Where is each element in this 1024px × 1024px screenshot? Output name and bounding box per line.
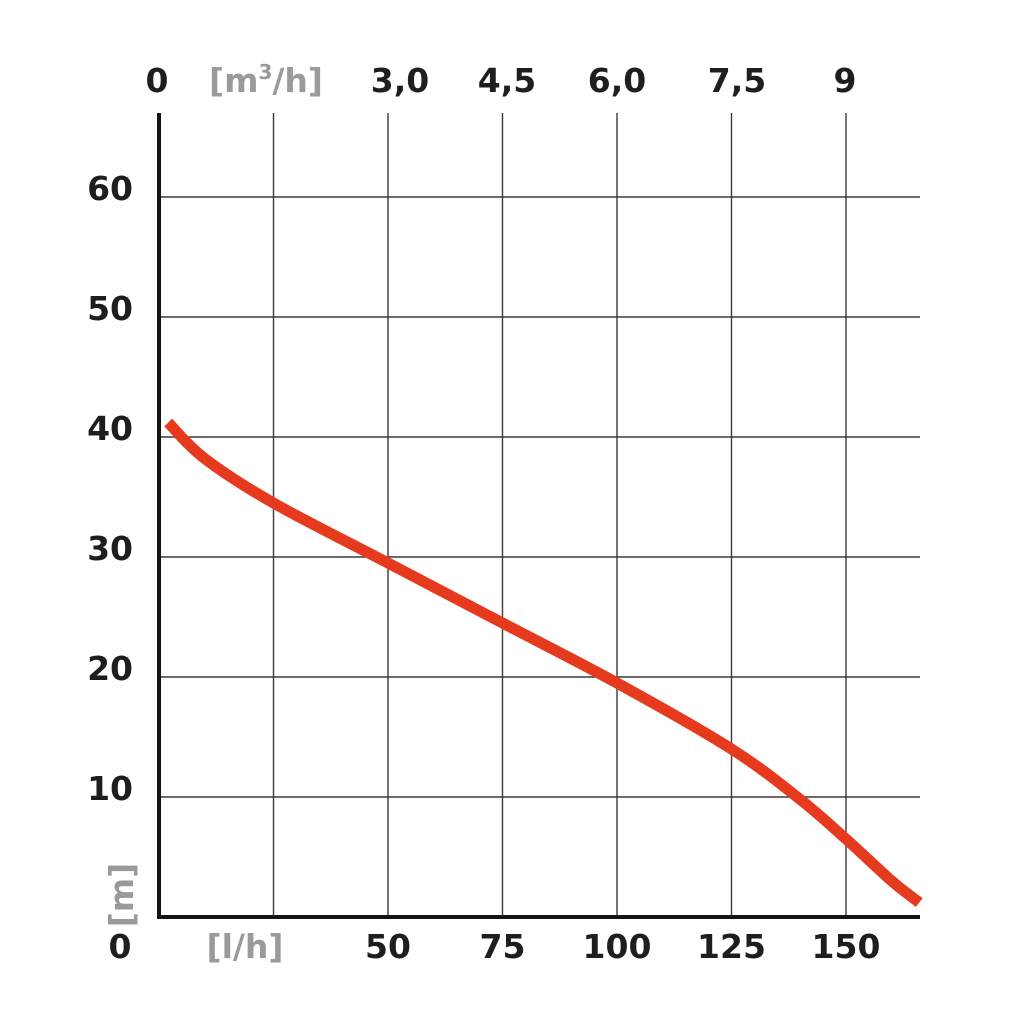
x-bottom-tick-label: 100 [583,927,652,966]
y-tick-label: 30 [87,529,133,568]
y-tick-label: 40 [87,409,133,448]
y-unit-label: [m] [102,863,141,928]
x-bottom-tick-label: 125 [697,927,766,966]
performance-curve [164,418,923,907]
x-top-tick-label: 4,5 [478,61,536,100]
x-bottom-tick-label: 50 [365,927,411,966]
x-bottom-tick-label: 75 [480,927,526,966]
x-top-tick-label: 9 [834,61,857,100]
y-tick-label: 50 [87,289,133,328]
x-top-unit-label: [m3/h] [209,60,323,100]
x-top-tick-label: 6,0 [588,61,646,100]
axes [157,113,920,919]
y-tick-label: 10 [87,769,133,808]
axis-labels: 0 [l/h] 50 75 100 125 150 0 [m3/h] 3,0 4,5 6,0 7,5 9 1… [87,60,880,966]
x-top-origin-label: 0 [146,61,169,100]
grid-lines [159,113,920,917]
x-top-tick-label: 3,0 [371,61,429,100]
x-top-tick-label: 7,5 [708,61,766,100]
curve-layer [164,418,923,907]
y-tick-label: 60 [87,169,133,208]
x-bottom-tick-label: 150 [812,927,881,966]
y-tick-label: 20 [87,649,133,688]
x-bottom-unit-label: [l/h] [206,927,283,966]
x-bottom-origin-label: 0 [109,927,132,966]
